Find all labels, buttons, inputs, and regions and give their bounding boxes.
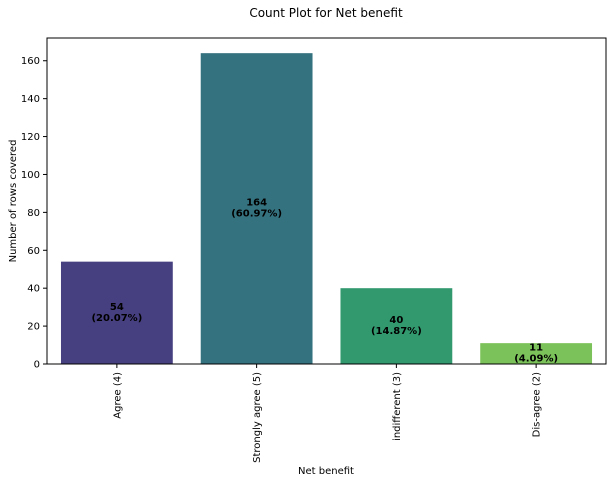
x-tick-label: Strongly agree (5): [252, 372, 263, 463]
y-tick-label: 20: [27, 322, 40, 333]
y-axis: 0 20 40 60 80 100 120 140 160: [21, 56, 47, 371]
x-axis-label: Net benefit: [298, 466, 354, 477]
y-tick-label: 40: [27, 284, 40, 295]
y-tick-label: 120: [21, 132, 40, 143]
bar: [480, 343, 593, 364]
y-tick-label: 0: [34, 360, 40, 371]
bar: [200, 53, 313, 365]
x-tick-label: indifferent (3): [392, 372, 403, 441]
x-axis: Agree (4) Strongly agree (5) indifferent (…: [112, 364, 543, 463]
bar: [340, 288, 453, 364]
bar: [60, 261, 173, 364]
y-tick-label: 60: [27, 246, 40, 257]
bar-value-label: 54 (20.07%): [91, 302, 142, 324]
y-axis-label: Number of rows covered: [8, 140, 19, 263]
bars-group: [60, 53, 593, 365]
bar-value-label: 40 (14.87%): [371, 315, 422, 337]
bar-labels-group: 54 (20.07%) 164 (60.97%) 40 (14.87%) 11 (4.09%): [91, 198, 558, 365]
y-tick-label: 80: [27, 208, 40, 219]
y-tick-label: 160: [21, 56, 40, 67]
plot-frame: [46, 37, 607, 365]
chart-title: Count Plot for Net benefit: [249, 6, 403, 20]
x-tick-label: Dis-agree (2): [532, 372, 543, 437]
bar-value-label: 164 (60.97%): [231, 198, 282, 220]
y-tick-label: 100: [21, 170, 40, 181]
bar-value-label: 11 (4.09%): [514, 343, 558, 365]
y-tick-label: 140: [21, 94, 40, 105]
x-tick-label: Agree (4): [112, 372, 123, 419]
